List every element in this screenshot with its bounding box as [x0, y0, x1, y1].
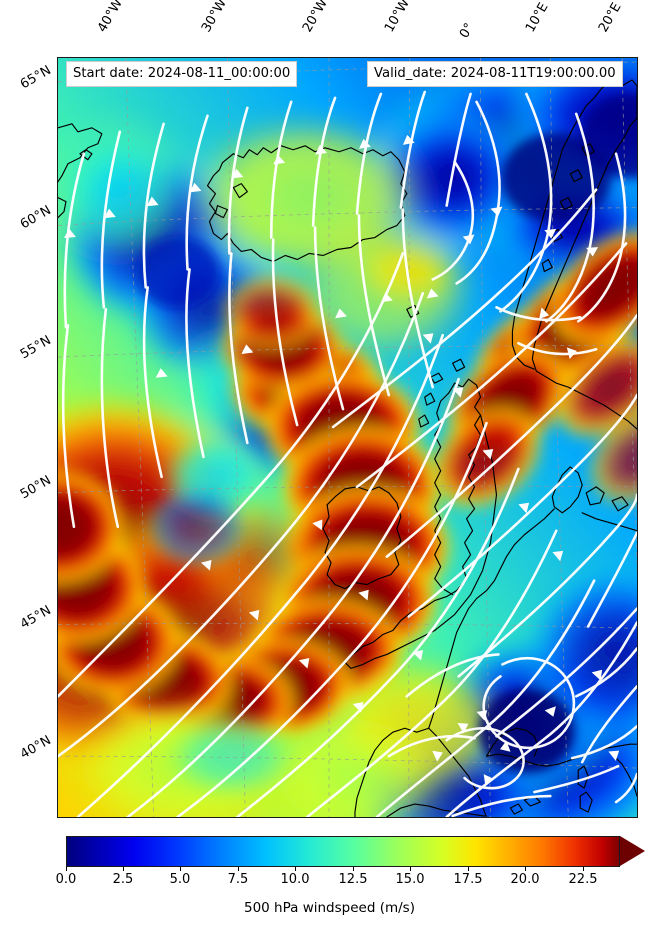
lat-tick-label-55n: 55°N [17, 333, 54, 363]
lat-tick-label-45n: 45°N [17, 603, 54, 633]
colorbar-axis-title: 500 hPa windspeed (m/s) [244, 900, 415, 916]
colorbar-tick-label: 5.0 [169, 872, 191, 887]
lat-tick-label-40n: 40°N [17, 733, 54, 763]
colorbar-tick-mark [583, 867, 584, 871]
colorbar-tick-label: 17.5 [453, 872, 483, 887]
colorbar-tick-label: 20.0 [510, 872, 540, 887]
colorbar-tick-mark [295, 867, 296, 871]
colorbar-tick-label: 22.5 [568, 872, 598, 887]
colorbar-tick-label: 0.0 [55, 872, 77, 887]
colorbar-tick-mark [180, 867, 181, 871]
colorbar[interactable] [66, 836, 620, 867]
colorbar-tick-mark [238, 867, 239, 871]
colorbar-tick-mark [123, 867, 124, 871]
colorbar-tick-label: 12.5 [338, 872, 368, 887]
lat-tick-label-60n: 60°N [17, 203, 54, 233]
colorbar-tick-label: 7.5 [227, 872, 249, 887]
colorbar-tick-mark [468, 867, 469, 871]
windspeed-heatmap-field [58, 58, 637, 817]
start-date-label: Start date: 2024-08-11_00:00:00 [73, 66, 291, 82]
valid-date-label: Valid_date: 2024-08-11T19:00:00.00 [374, 66, 616, 82]
lon-tick-label-20w: 20°W [300, 0, 331, 36]
colorbar-tick-label: 15.0 [395, 872, 425, 887]
lon-tick-label-10w: 10°W [382, 0, 413, 36]
colorbar-tick-label: 10.0 [280, 872, 310, 887]
lat-tick-label-50n: 50°N [17, 473, 54, 503]
lon-tick-label-30w: 30°W [199, 0, 230, 36]
colorbar-extend-arrow [620, 836, 645, 866]
colorbar-tick-mark [66, 867, 67, 871]
lon-tick-label-20e: 20°E [596, 0, 625, 35]
colorbar-gradient-bar [66, 836, 620, 867]
lat-tick-label-65n: 65°N [17, 63, 54, 93]
lon-tick-label-40w: 40°W [95, 0, 126, 36]
colorbar-tick-label: 2.5 [112, 872, 134, 887]
map-plot-area[interactable] [57, 57, 638, 818]
lon-tick-label-10e: 10°E [523, 0, 552, 35]
colorbar-tick-mark [353, 867, 354, 871]
colorbar-tick-mark [525, 867, 526, 871]
colorbar-tick-mark [410, 867, 411, 871]
valid-date-box: Valid_date: 2024-08-11T19:00:00.00 [367, 61, 623, 87]
start-date-box: Start date: 2024-08-11_00:00:00 [66, 61, 298, 87]
lon-tick-label-0: 0° [457, 20, 478, 41]
